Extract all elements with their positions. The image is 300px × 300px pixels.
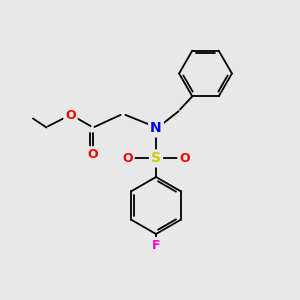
Text: O: O (88, 148, 98, 161)
Text: O: O (179, 152, 190, 165)
Text: O: O (122, 152, 133, 165)
Text: F: F (152, 239, 160, 252)
Text: O: O (65, 109, 76, 122)
Text: N: N (150, 122, 162, 135)
Text: S: S (151, 152, 161, 165)
Text: O: O (42, 127, 43, 128)
